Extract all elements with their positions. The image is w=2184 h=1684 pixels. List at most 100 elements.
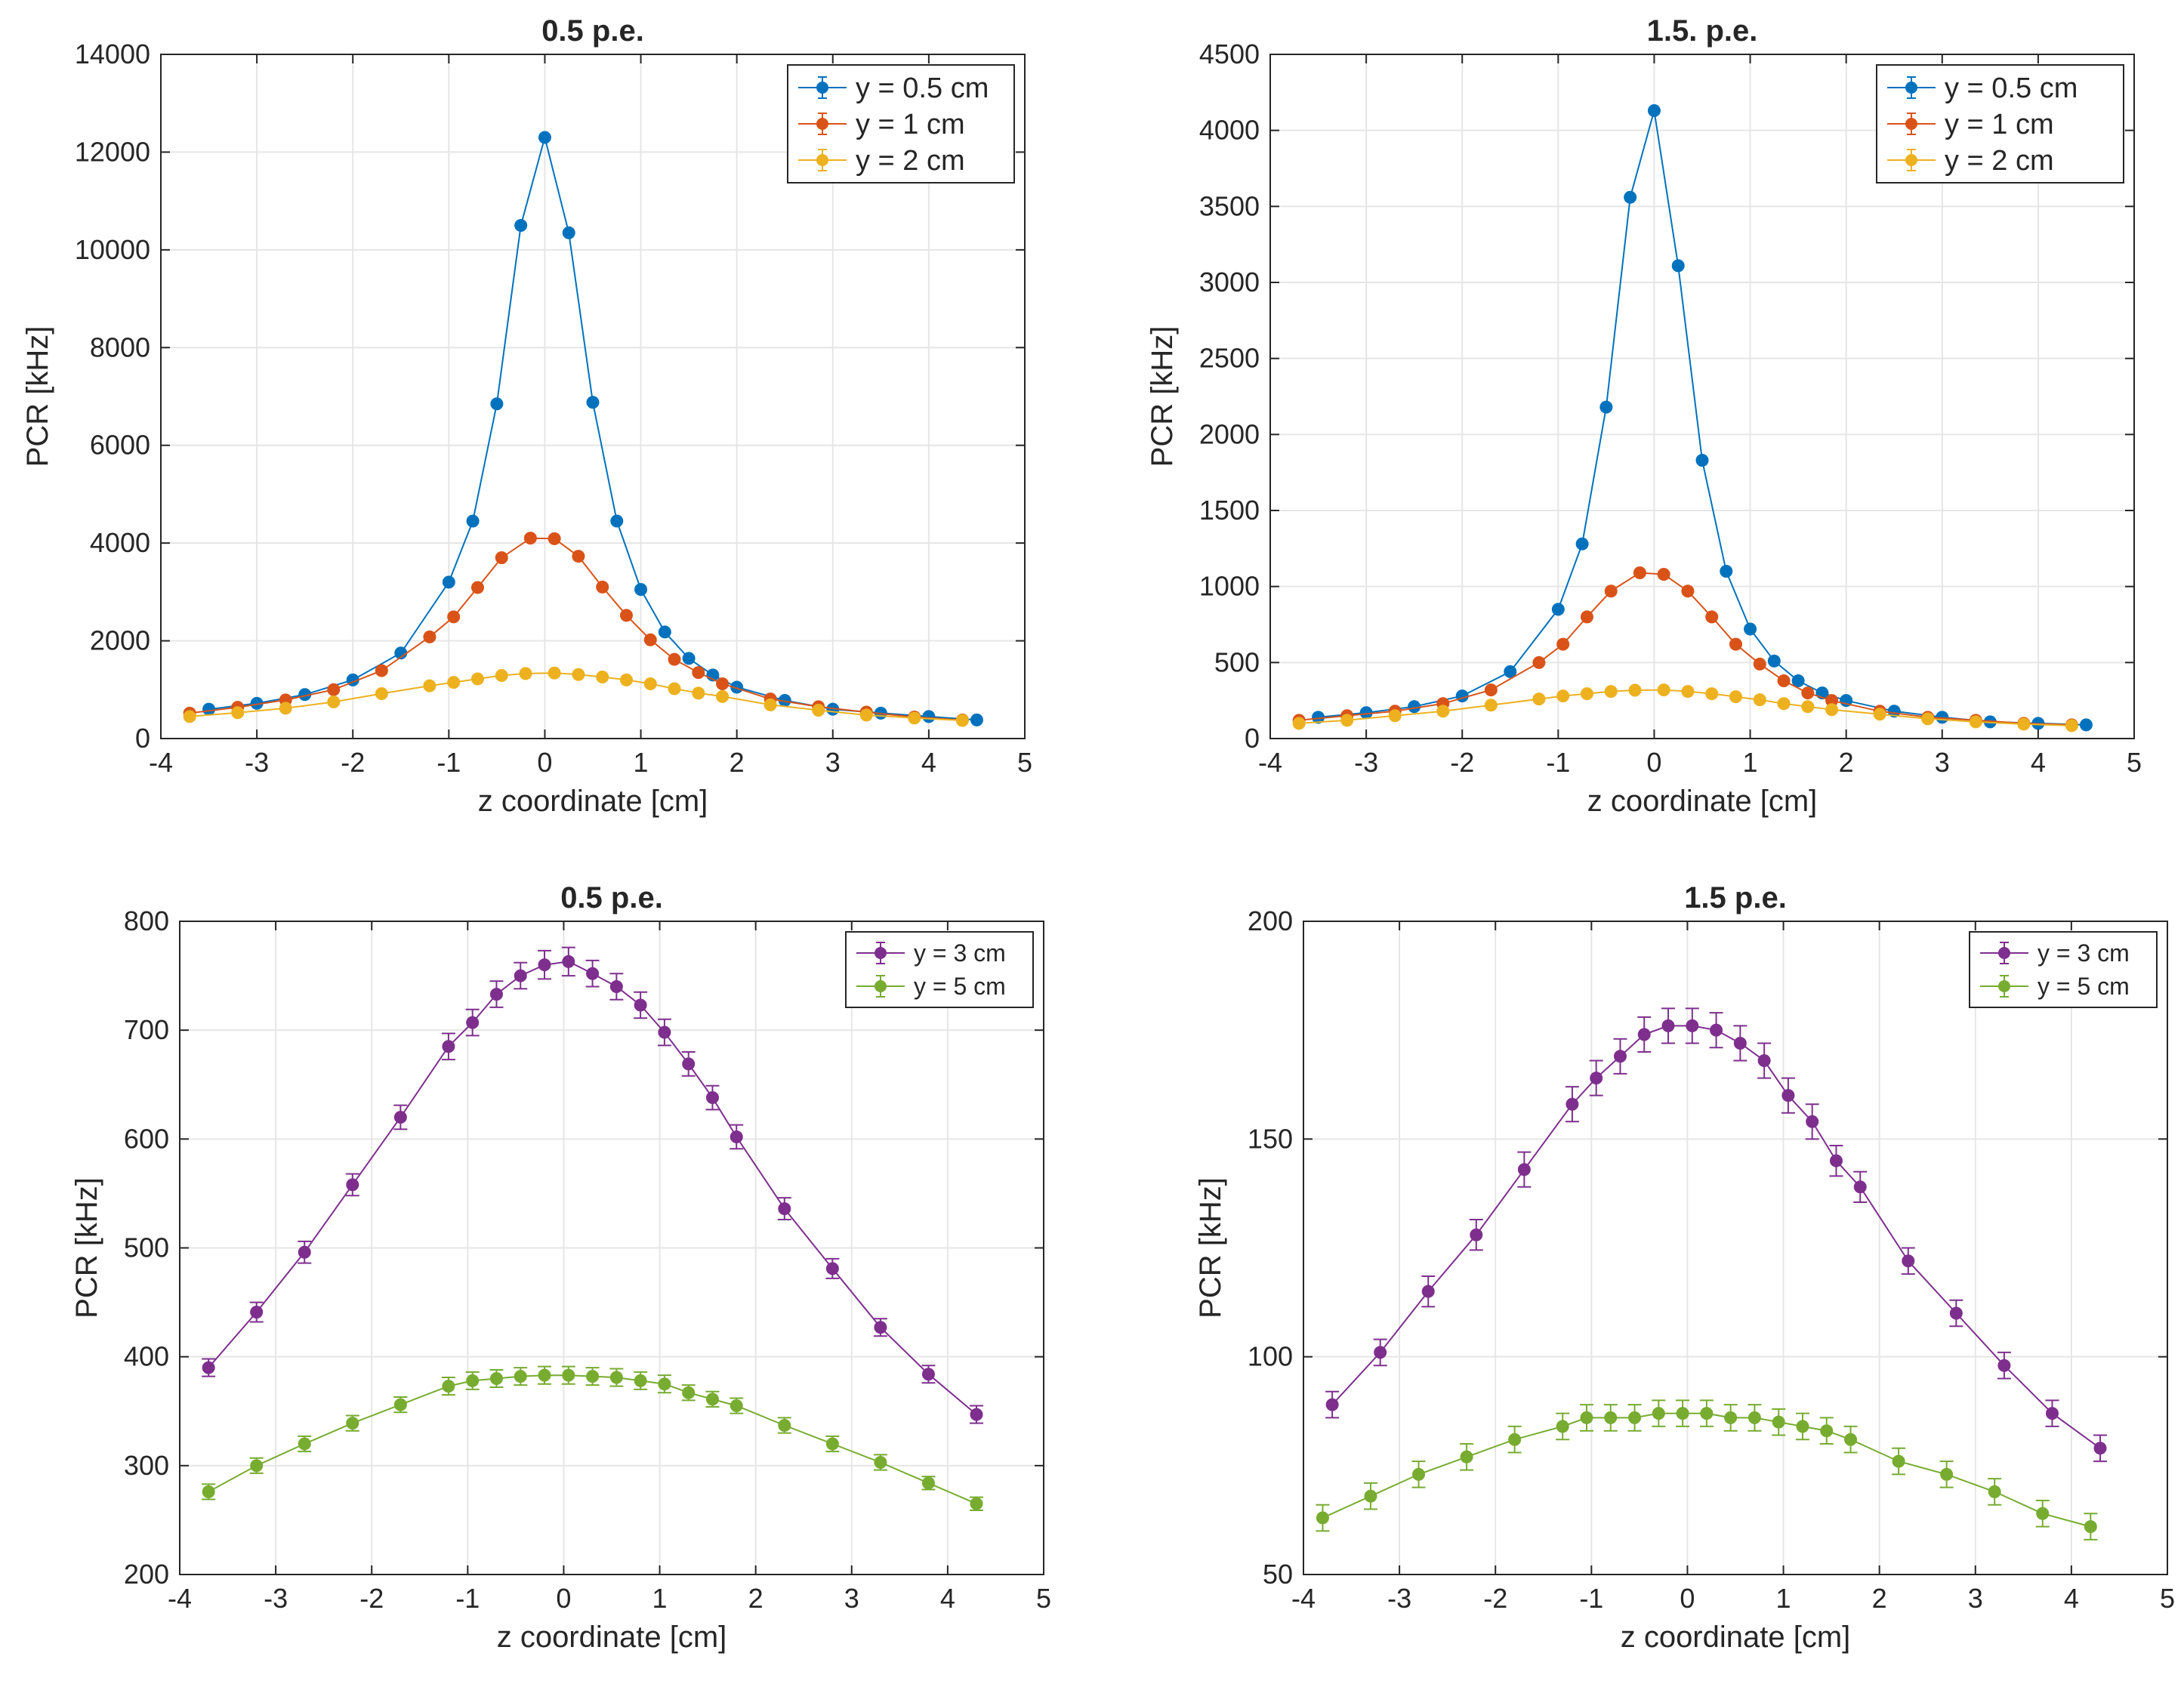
data-point <box>2045 1407 2059 1420</box>
x-tick-label: 2 <box>1872 1583 1887 1614</box>
legend-marker <box>1905 82 1917 94</box>
data-point <box>1767 654 1781 668</box>
data-point <box>609 1371 623 1384</box>
chart-title: 1.5 p.e. <box>1684 881 1787 914</box>
legend-label: y = 3 cm <box>2037 939 2130 967</box>
data-point <box>658 625 671 639</box>
y-axis-label: PCR [kHz] <box>1194 1177 1227 1319</box>
data-point <box>1892 1454 1905 1468</box>
data-point <box>298 1245 311 1259</box>
y-tick-label: 600 <box>124 1123 169 1154</box>
data-point <box>1575 537 1589 551</box>
data-point <box>1988 1485 2001 1498</box>
data-point <box>466 1016 480 1029</box>
data-point <box>1806 1115 1819 1128</box>
data-point <box>1676 1407 1689 1420</box>
legend: y = 3 cm y = 5 cm <box>845 931 1034 1008</box>
data-point <box>634 1374 647 1387</box>
x-tick-label: 0 <box>1680 1583 1695 1614</box>
data-point <box>1652 1407 1665 1420</box>
data-point <box>692 686 705 700</box>
data-point <box>705 1393 719 1406</box>
data-point <box>2065 719 2078 733</box>
series-0 <box>1312 103 2093 732</box>
data-point <box>1705 687 1719 701</box>
data-point <box>514 1370 527 1383</box>
x-tick-label: -3 <box>1387 1583 1411 1614</box>
data-point <box>231 706 245 720</box>
legend-label: y = 5 cm <box>2037 973 2130 1000</box>
ticks <box>1269 54 2135 739</box>
data-point <box>1325 1398 1339 1411</box>
data-point <box>1647 103 1661 117</box>
x-tick-label: 3 <box>1935 747 1950 778</box>
legend-marker <box>1998 980 2010 992</box>
data-point <box>682 652 696 665</box>
x-tick-label: -4 <box>168 1583 192 1614</box>
data-point <box>393 1398 407 1411</box>
data-point <box>668 652 681 666</box>
y-tick-label: 3000 <box>1199 267 1260 298</box>
legend-marker <box>816 154 828 166</box>
data-point <box>183 710 196 723</box>
data-point <box>609 980 623 993</box>
x-tick-label: 0 <box>537 747 552 778</box>
data-point <box>825 1437 839 1451</box>
data-point <box>1657 683 1670 697</box>
x-tick-label: -4 <box>149 747 173 778</box>
data-point <box>658 1026 671 1039</box>
data-point <box>523 532 537 545</box>
series-1 <box>1316 1399 2098 1541</box>
legend-item: y = 0.5 cm <box>1887 72 2078 104</box>
data-point <box>2017 717 2031 731</box>
data-point <box>1724 1411 1738 1424</box>
data-point <box>1969 715 1982 729</box>
data-point <box>730 680 744 694</box>
data-point <box>519 667 532 680</box>
y-tick-label: 2000 <box>1199 418 1260 449</box>
data-point <box>1421 1285 1435 1298</box>
chart-title: 0.5 p.e. <box>560 881 663 914</box>
legend-item: y = 5 cm <box>856 973 1006 1000</box>
data-point <box>2036 1507 2050 1520</box>
data-point <box>423 679 436 692</box>
data-point <box>538 1368 551 1382</box>
data-point <box>668 682 681 695</box>
x-tick-label: -1 <box>455 1583 480 1614</box>
data-point <box>1556 689 1570 703</box>
data-point <box>1820 1424 1834 1438</box>
legend-item: y = 1 cm <box>798 109 965 140</box>
data-point <box>1556 637 1570 651</box>
ticks <box>179 921 1044 1575</box>
data-point <box>922 710 936 723</box>
data-point <box>1753 657 1766 671</box>
data-point <box>1671 259 1685 273</box>
data-point <box>572 668 585 681</box>
legend-label: y = 1 cm <box>1945 109 2054 140</box>
x-tick-label: 1 <box>634 747 649 778</box>
data-point <box>279 702 292 715</box>
data-point <box>586 967 600 980</box>
data-point <box>634 998 647 1012</box>
data-point <box>1566 1097 1579 1111</box>
data-point <box>1460 1450 1473 1463</box>
ticks <box>160 54 1026 739</box>
data-point <box>447 610 461 624</box>
x-tick-label: 4 <box>940 1583 955 1614</box>
data-point <box>1733 1036 1747 1050</box>
x-tick-label: 3 <box>1968 1583 1983 1614</box>
data-point <box>1844 1433 1858 1446</box>
data-point <box>1825 703 1839 717</box>
data-point <box>1316 1511 1329 1525</box>
legend-marker <box>1905 118 1917 130</box>
data-point <box>1720 565 1733 578</box>
data-point <box>1710 1023 1723 1037</box>
axes-box <box>1269 54 2135 739</box>
data-point <box>1628 683 1642 697</box>
y-tick-label: 3500 <box>1199 190 1260 221</box>
data-point <box>778 1202 791 1216</box>
data-point <box>202 1361 215 1374</box>
data-point <box>1729 637 1742 651</box>
data-point <box>470 581 484 594</box>
